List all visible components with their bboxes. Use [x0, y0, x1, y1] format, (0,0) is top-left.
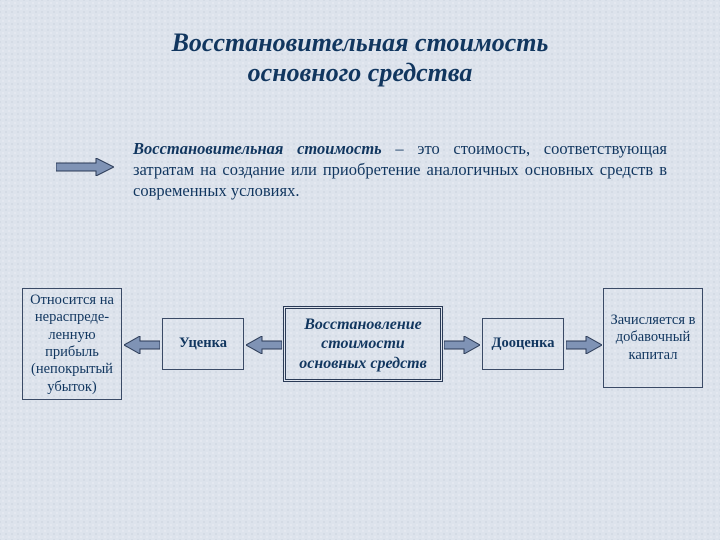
definition-text: Восстановительная стоимость – это стоимо…	[133, 138, 667, 201]
flow-node-n1: Относится на нераспреде-ленную прибыль (…	[22, 288, 122, 400]
flow-arrow-right-icon	[444, 336, 480, 354]
flow-node-n2: Уценка	[162, 318, 244, 370]
title-line2: основного средства	[248, 58, 473, 87]
page-title: Восстановительная стоимость основного ср…	[0, 28, 720, 88]
title-line1: Восстановительная стоимость	[172, 28, 549, 57]
flow-node-n3: Восстановление стоимости основных средст…	[283, 306, 443, 382]
definition-arrow-icon	[56, 158, 114, 176]
definition-lead: Восстановительная стоимость	[133, 139, 382, 158]
flow-node-n4: Дооценка	[482, 318, 564, 370]
flow-node-n5: Зачисляется в добавочный капитал	[603, 288, 703, 388]
flow-arrow-left-icon	[124, 336, 160, 354]
flow-arrow-left-icon	[246, 336, 282, 354]
flow-arrow-right-icon	[566, 336, 602, 354]
